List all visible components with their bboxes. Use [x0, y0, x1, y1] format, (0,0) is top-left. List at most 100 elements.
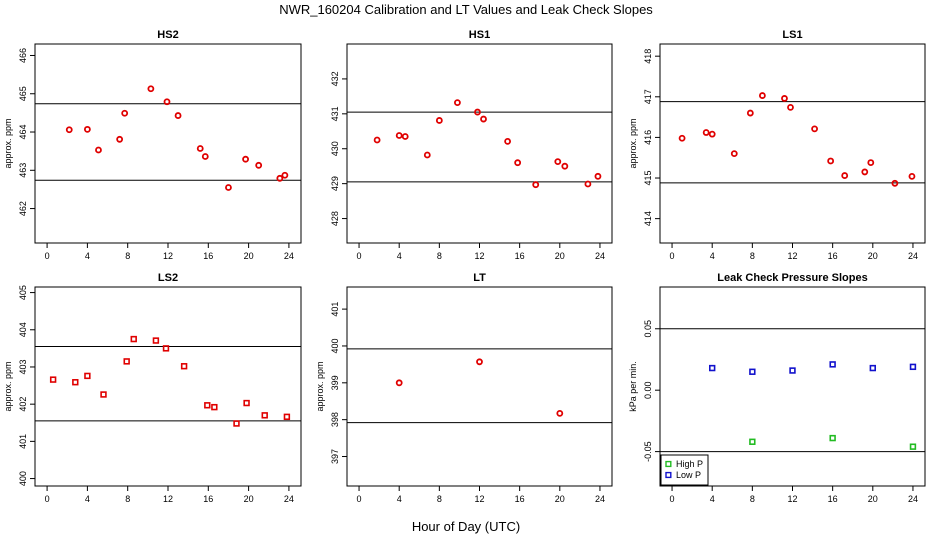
chart-1-series-0-point-14: [594, 172, 602, 180]
chart-2-x-tick-label-1: 4: [710, 251, 715, 261]
chart-2-y-tick-label-0: 414: [643, 211, 653, 226]
chart-0-y-tick-label-4: 466: [18, 48, 28, 63]
chart-1-x-tick-label-4: 16: [515, 251, 525, 261]
figure-x-axis-label: Hour of Day (UTC): [412, 519, 520, 534]
chart-4-x-tick-label-2: 8: [437, 494, 442, 504]
chart-0-y-axis-label: approx. ppm: [3, 118, 13, 168]
chart-2-x-tick-label-2: 8: [750, 251, 755, 261]
chart-3-series-0-point-13: [261, 412, 268, 419]
chart-3-series-0-point-1: [72, 379, 79, 386]
chart-0-y-tick-label-0: 462: [18, 201, 28, 216]
chart-0-series-0-point-5: [147, 85, 155, 93]
chart-3-x-tick-label-3: 12: [163, 494, 173, 504]
chart-2-series-0-point-11: [861, 168, 869, 176]
chart-5-series-1-point-3: [829, 361, 836, 368]
chart-4-y-tick-label-2: 399: [330, 375, 340, 390]
chart-1-y-tick-label-0: 428: [330, 211, 340, 226]
chart-5-series-1-point-5: [909, 363, 917, 371]
panels: HS2 approx. ppm 0 4 8 12 16 20 24 462 463 464 465 466…: [3, 29, 926, 504]
chart-4-x-tick-label-0: 0: [357, 494, 362, 504]
chart-1-x-tick-label-6: 24: [595, 251, 605, 261]
chart-2-y-tick-label-4: 418: [643, 49, 653, 64]
chart-1-y-tick-label-2: 430: [330, 141, 340, 156]
chart-2-series-0-point-3: [730, 150, 738, 158]
chart-5-series-1-point-0: [708, 364, 716, 372]
chart-3-series-0-point-5: [130, 335, 137, 343]
chart-1-y-tick-label-1: 429: [330, 176, 340, 191]
chart-1-series-0-point-7: [480, 115, 487, 123]
chart-1-series-0-point-13: [584, 180, 592, 188]
chart-2-x-tick-label-0: 0: [670, 251, 675, 261]
chart-1-series-0-point-2: [401, 133, 409, 140]
chart-3-series-0-point-9: [204, 402, 211, 409]
chart-1-x-tick-label-2: 8: [437, 251, 442, 261]
chart-3-series-0-point-14: [283, 413, 291, 421]
chart-4-x-tick-label-3: 12: [474, 494, 484, 504]
chart-5-series-0-point-1: [829, 434, 836, 442]
chart-1-x-tick-label-0: 0: [357, 251, 362, 261]
chart-4-y-tick-label-1: 398: [330, 412, 340, 427]
chart-2-series-0-point-6: [781, 95, 788, 102]
chart-0-series-0-point-11: [242, 155, 249, 163]
chart-0-series-0-point-6: [163, 98, 171, 106]
chart-1-series-0-point-9: [514, 159, 522, 167]
chart-1-series-0-point-4: [435, 117, 443, 124]
chart-2-title: LS1: [782, 29, 802, 41]
chart-5-title: Leak Check Pressure Slopes: [717, 272, 867, 284]
chart-3-series-0-point-3: [100, 391, 107, 398]
chart-5-legend-box: [660, 454, 709, 486]
chart-0-series-0-point-12: [255, 161, 263, 169]
chart-4-y-tick-label-0: 397: [330, 449, 340, 464]
chart-3-x-tick-label-1: 4: [85, 494, 90, 504]
chart-4-series-0-point-2: [556, 410, 564, 417]
chart-5-legend-marker-0: [665, 460, 672, 468]
chart-0-series-0-point-1: [83, 125, 91, 133]
chart-0-x-tick-label-4: 16: [203, 251, 213, 261]
chart-4-panel: LT approx. ppm 0 4 8 12 16 20 24 397 398 399 400 401: [315, 272, 613, 504]
chart-2-series-0-point-12: [867, 159, 875, 166]
chart-0-x-tick-label-5: 20: [244, 251, 254, 261]
chart-5-x-tick-label-6: 24: [908, 494, 918, 504]
chart-4-x-tick-label-1: 4: [397, 494, 402, 504]
chart-2-y-axis-label: approx. ppm: [628, 118, 638, 168]
chart-4-frame: [346, 286, 613, 487]
chart-0-y-tick-label-1: 463: [18, 163, 28, 178]
chart-1-y-tick-label-4: 432: [330, 71, 340, 86]
chart-3-panel: LS2 approx. ppm 0 4 8 12 16 20 24 400 401 402 403 404…: [3, 272, 302, 504]
chart-5-series-1-point-1: [749, 368, 756, 375]
chart-5-y-tick-label-0: -0.05: [643, 441, 653, 462]
chart-2-y-tick-label-3: 417: [643, 89, 653, 104]
chart-3-x-tick-label-5: 20: [244, 494, 254, 504]
chart-5-legend-label-0: High P: [676, 459, 703, 469]
chart-3-y-tick-label-1: 401: [18, 434, 28, 449]
chart-2-x-tick-label-4: 16: [828, 251, 838, 261]
chart-5-x-tick-label-1: 4: [710, 494, 715, 504]
chart-3-series-0-point-4: [123, 358, 130, 365]
chart-3-x-tick-label-2: 8: [125, 494, 130, 504]
chart-4-x-tick-label-4: 16: [515, 494, 525, 504]
chart-3-y-tick-label-5: 405: [18, 285, 28, 300]
chart-5-x-tick-label-4: 16: [828, 494, 838, 504]
chart-5-legend-label-1: Low P: [676, 470, 701, 480]
chart-0-series-0-point-14: [281, 171, 289, 179]
chart-5-y-tick-label-2: 0.05: [643, 320, 653, 338]
chart-0-x-tick-label-0: 0: [45, 251, 50, 261]
chart-1-series-0-point-1: [395, 132, 403, 139]
chart-5-x-tick-label-3: 12: [787, 494, 797, 504]
chart-3-y-tick-label-0: 400: [18, 471, 28, 486]
chart-2-series-0-point-10: [841, 172, 849, 179]
chart-3-x-tick-label-0: 0: [45, 494, 50, 504]
chart-5-x-tick-label-5: 20: [868, 494, 878, 504]
chart-1-x-tick-label-1: 4: [397, 251, 402, 261]
chart-5-panel: Leak Check Pressure Slopes kPa per min. 0 4…: [628, 272, 926, 504]
chart-3-series-0-point-12: [243, 399, 250, 407]
chart-1-panel: HS1 0 4 8 12 16 20 24 428 429 430 431 432: [330, 29, 613, 261]
chart-2-series-0-point-1: [702, 129, 710, 136]
chart-1-series-0-point-8: [504, 138, 512, 145]
chart-3-x-tick-label-4: 16: [203, 494, 213, 504]
chart-3-series-0-point-0: [49, 376, 57, 383]
chart-5-series-0-point-2: [909, 443, 917, 450]
chart-5-x-tick-label-0: 0: [670, 494, 675, 504]
chart-2-series-0-point-4: [746, 109, 754, 117]
chart-0-series-0-point-10: [225, 184, 232, 191]
